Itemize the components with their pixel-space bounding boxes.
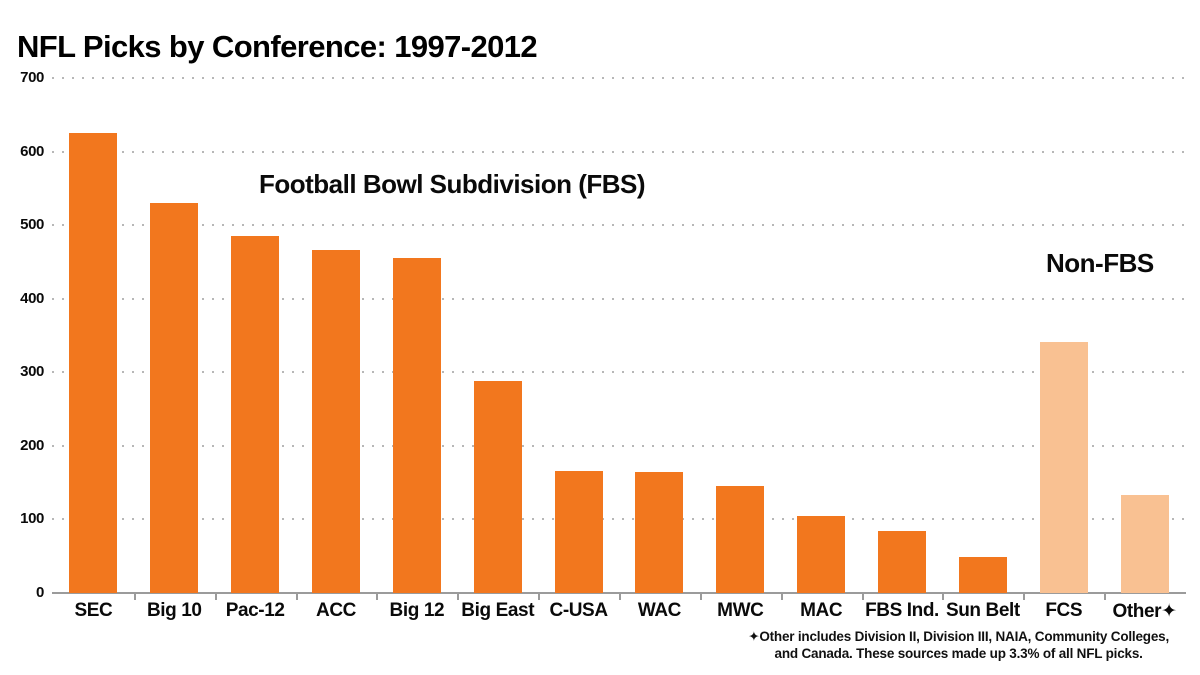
x-axis-tick	[942, 594, 945, 600]
non-fbs-section-label: Non-FBS	[1046, 248, 1154, 278]
bar-slot-sec: SEC	[53, 78, 134, 621]
chart-title: NFL Picks by Conference: 1997-2012	[17, 28, 538, 64]
bar-big-east	[473, 381, 522, 593]
gridline-200	[52, 444, 1192, 447]
bar-pac-12	[231, 236, 280, 593]
bar-big-10	[150, 203, 199, 593]
x-axis-tick	[295, 594, 298, 600]
bar-slot-fbs-ind: FBS Ind.	[862, 78, 943, 621]
y-tick-label-400: 400	[20, 289, 44, 307]
x-axis-tick	[376, 594, 379, 600]
gridline-300	[52, 371, 1192, 374]
bar-slot-sun-belt: Sun Belt	[942, 78, 1023, 621]
bar-c-usa	[554, 470, 603, 593]
bar-slot-mwc: MWC	[700, 78, 781, 621]
y-tick-label-200: 200	[20, 436, 44, 454]
bar-slot-other: Other✦	[1104, 78, 1185, 622]
bar-fcs	[1039, 342, 1088, 593]
x-tick-label-sun-belt: Sun Belt	[945, 600, 1020, 621]
x-axis-tick	[1104, 594, 1107, 600]
bar-wac	[635, 472, 684, 593]
x-axis-tick	[457, 594, 460, 600]
x-axis-tick	[133, 594, 136, 600]
bar-sun-belt	[958, 557, 1007, 593]
footnote-line-1: ✦Other includes Division II, Division II…	[748, 629, 1169, 644]
x-axis-tick	[861, 594, 864, 600]
bar-mac	[797, 515, 846, 593]
x-axis-tick	[699, 594, 702, 600]
bar-sec	[69, 133, 118, 593]
bar-slot-mac: MAC	[781, 78, 862, 621]
x-tick-label-sec: SEC	[74, 600, 113, 621]
bar-slot-acc: ACC	[296, 78, 377, 621]
bar-slot-big-10: Big 10	[134, 78, 215, 621]
x-axis-line	[52, 592, 1186, 594]
x-tick-label-acc: ACC	[316, 600, 356, 621]
y-tick-label-300: 300	[20, 363, 44, 381]
bar-slot-big-east: Big East	[457, 78, 538, 621]
x-axis-tick	[214, 594, 217, 600]
bar-mwc	[716, 485, 765, 593]
x-axis-tick	[780, 594, 783, 600]
x-tick-label-wac: WAC	[637, 600, 682, 621]
fbs-section-label: Football Bowl Subdivision (FBS)	[259, 169, 646, 199]
gridline-100	[52, 518, 1192, 521]
bar-slot-big-12: Big 12	[376, 78, 457, 621]
gridline-600	[52, 150, 1192, 153]
y-tick-label-700: 700	[20, 69, 44, 86]
gridline-500	[52, 224, 1192, 227]
y-tick-label-100: 100	[20, 510, 44, 528]
bar-slot-wac: WAC	[619, 78, 700, 621]
y-tick-label-0: 0	[36, 584, 44, 601]
bar-slot-pac-12: Pac-12	[215, 78, 296, 621]
bar-big-12	[392, 258, 441, 593]
x-tick-label-c-usa: C-USA	[549, 600, 608, 621]
footnote-line-2: and Canada. These sources made up 3.3% o…	[774, 646, 1143, 661]
bar-slot-fcs: FCS	[1023, 78, 1104, 621]
y-tick-label-500: 500	[20, 216, 44, 234]
x-tick-label-pac-12: Pac-12	[225, 600, 285, 621]
y-tick-label-600: 600	[20, 142, 44, 160]
bar-fbs-ind	[878, 531, 927, 593]
x-tick-label-fbs-ind: FBS Ind.	[865, 600, 939, 621]
bar-other	[1120, 495, 1169, 593]
x-tick-label-other: Other✦	[1112, 601, 1177, 622]
bar-acc	[312, 250, 360, 593]
gridline-400	[52, 297, 1192, 300]
x-tick-label-fcs: FCS	[1045, 600, 1083, 621]
gridline-700	[52, 77, 1192, 79]
x-tick-label-mwc: MWC	[717, 600, 764, 621]
x-tick-label-big-10: Big 10	[146, 600, 202, 621]
bar-slot-c-usa: C-USA	[538, 78, 619, 621]
x-axis-tick	[1023, 594, 1026, 600]
x-tick-label-big-east: Big East	[461, 600, 535, 621]
x-tick-label-mac: MAC	[800, 600, 843, 621]
bars-container: SEC Big 10 Pac-12 ACC Big 12 Big East C-USA WAC…	[53, 78, 1185, 622]
x-axis-tick	[619, 594, 621, 600]
x-axis-tick	[538, 594, 541, 600]
footnote: ✦Other includes Division II, Division II…	[748, 628, 1169, 662]
x-tick-label-big-12: Big 12	[389, 600, 445, 621]
